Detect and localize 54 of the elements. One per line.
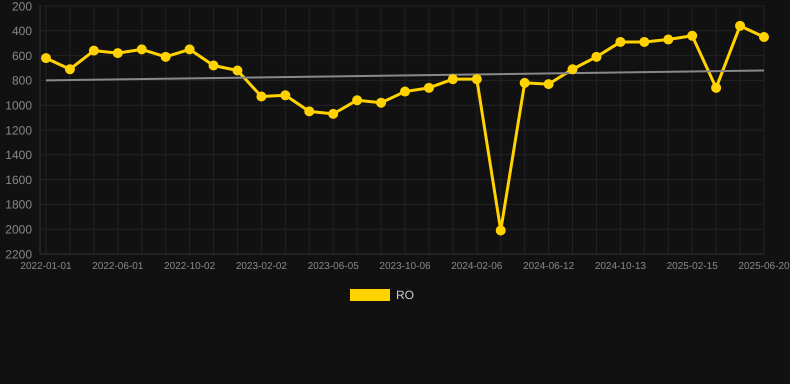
y-tick-label: 1200 — [5, 123, 32, 138]
point — [112, 48, 123, 58]
point — [496, 225, 506, 236]
y-tick-label: 400 — [12, 24, 32, 38]
y-tick-label: 1600 — [5, 172, 32, 187]
point — [352, 95, 362, 106]
point — [136, 44, 147, 54]
point — [208, 60, 219, 71]
y-tick-label: 200 — [12, 0, 32, 14]
point — [64, 64, 75, 74]
point — [687, 30, 698, 41]
point — [615, 36, 626, 47]
point — [424, 82, 434, 93]
point — [520, 78, 530, 88]
point — [256, 92, 266, 102]
point — [88, 46, 99, 56]
y-tick-label: 1800 — [5, 198, 32, 212]
point — [663, 34, 674, 44]
x-tick-label: 2023-06-05 — [308, 261, 360, 272]
point — [232, 65, 242, 76]
x-tick-label: 2022-06-01 — [92, 261, 144, 272]
point — [711, 82, 722, 93]
point — [759, 32, 769, 42]
x-tick-label: 2022-10-02 — [164, 261, 216, 272]
point — [280, 90, 290, 100]
point — [591, 52, 602, 62]
y-tick-label: 600 — [12, 48, 32, 63]
y-tick-label: 1400 — [5, 148, 32, 162]
x-tick-label: 2024-02-06 — [451, 261, 503, 272]
point — [160, 52, 171, 62]
x-tick-label: 2025-06-20 — [738, 261, 790, 272]
x-tick-label: 2023-02-02 — [236, 261, 288, 272]
y-tick-label: 1000 — [5, 98, 32, 112]
point — [568, 64, 578, 74]
point — [328, 108, 338, 119]
point — [41, 53, 51, 64]
point — [472, 74, 482, 84]
x-tick-label: 2023-10-06 — [379, 261, 432, 272]
x-tick-label: 2025-02-15 — [666, 261, 718, 272]
point — [735, 20, 746, 31]
y-tick-label: 800 — [12, 74, 32, 88]
x-tick-label: 2024-06-12 — [523, 261, 575, 272]
legend-label: RO — [396, 288, 414, 302]
point — [639, 36, 650, 47]
point — [448, 74, 458, 84]
point — [400, 86, 410, 97]
point — [544, 79, 554, 90]
y-tick-label: 2200 — [5, 247, 32, 262]
point — [304, 106, 314, 116]
point — [184, 44, 195, 54]
point — [376, 98, 386, 108]
x-tick-label: 2024-10-13 — [594, 261, 646, 272]
x-tick-label: 2022-01-01 — [20, 261, 72, 272]
y-tick-label: 2000 — [5, 222, 32, 236]
